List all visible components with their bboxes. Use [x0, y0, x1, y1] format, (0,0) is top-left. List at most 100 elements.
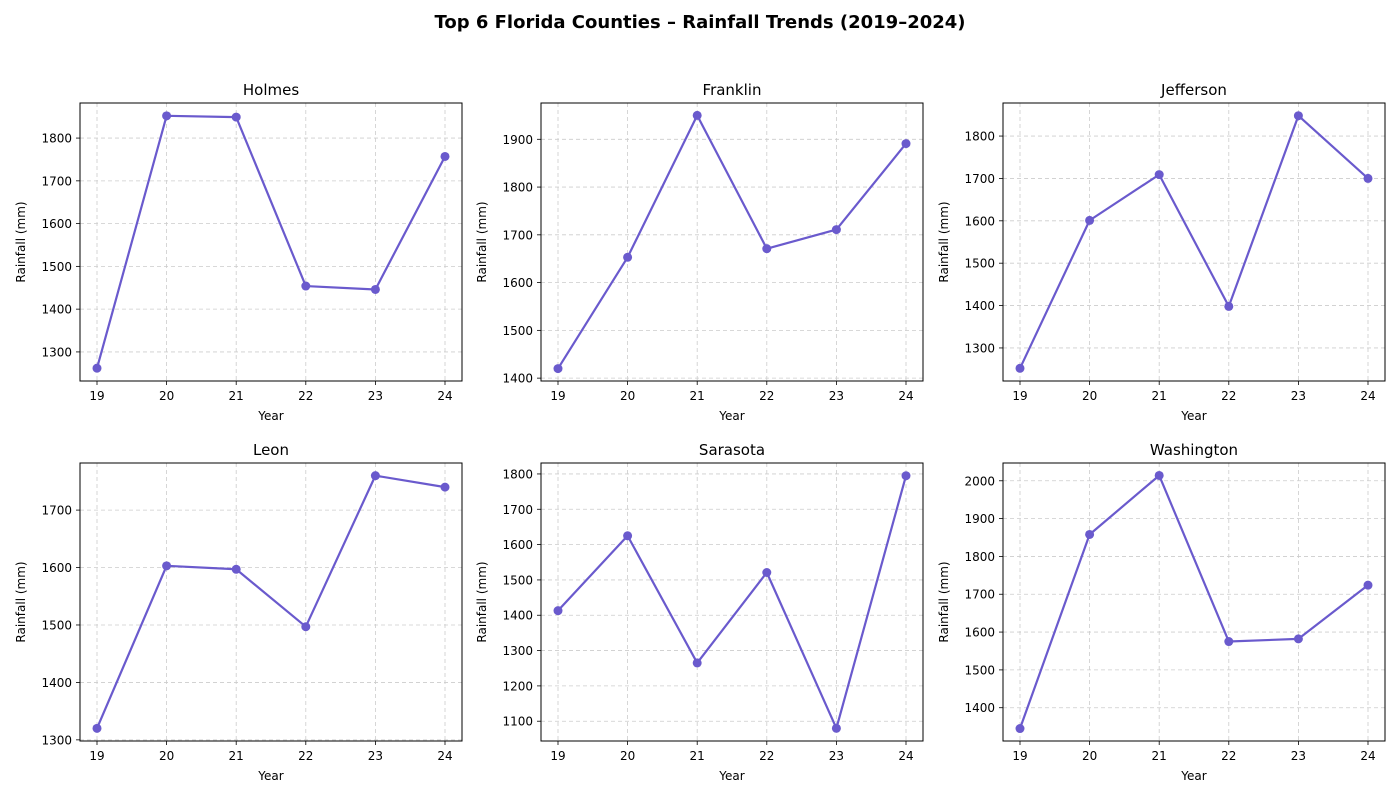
- chart-2-xtick-label-0: 19: [1012, 389, 1027, 403]
- chart-0-ytick-label-3: 1600: [41, 217, 72, 231]
- chart-4-ytick-label-4: 1500: [502, 573, 533, 587]
- chart-1-xlabel: Year: [718, 409, 744, 423]
- chart-5-xtick-label-0: 19: [1012, 749, 1027, 763]
- figure-title: Top 6 Florida Counties – Rainfall Trends…: [434, 12, 966, 33]
- chart-5-title: Washington: [1150, 441, 1238, 459]
- chart-1-point-3: [762, 244, 772, 254]
- chart-0-xtick-label-0: 19: [89, 389, 104, 403]
- chart-1-point-0: [553, 364, 563, 374]
- chart-0-point-5: [440, 151, 450, 161]
- chart-1-xtick-label-3: 22: [759, 389, 774, 403]
- chart-0-panel: 19 20 21 22 23 24 1300 1400 1500 1600 1700 1800 Holm…: [14, 81, 463, 423]
- chart-3-point-3: [301, 622, 311, 632]
- chart-1-series-line: [557, 114, 907, 370]
- chart-3-ytick-label-1: 1400: [41, 676, 72, 690]
- chart-0-ytick-label-1: 1400: [41, 303, 72, 317]
- chart-1-ylabel: Rainfall (mm): [475, 201, 489, 282]
- chart-3-point-4: [370, 471, 380, 481]
- chart-2-point-5: [1363, 173, 1373, 183]
- chart-2-panel: 19 20 21 22 23 24 1300 1400 1500 1600 1700 1800 Jeff…: [937, 81, 1386, 423]
- chart-2-ytick-label-2: 1500: [964, 257, 995, 271]
- chart-3-xtick-label-4: 23: [368, 749, 383, 763]
- chart-1-ytick-label-0: 1400: [502, 372, 533, 386]
- chart-1-ytick-label-5: 1900: [502, 133, 533, 147]
- chart-3-xtick-label-3: 22: [298, 749, 313, 763]
- chart-2-point-3: [1224, 301, 1234, 311]
- chart-5-ytick-label-4: 1800: [964, 550, 995, 564]
- chart-3-axes-frame: [79, 462, 463, 742]
- chart-0-xtick-label-5: 24: [437, 389, 452, 403]
- chart-5-point-2: [1154, 470, 1164, 480]
- chart-4-xtick-label-4: 23: [829, 749, 844, 763]
- chart-3-ytick-label-0: 1300: [41, 733, 72, 747]
- chart-3-xlabel: Year: [257, 769, 283, 783]
- chart-2-ylabel: Rainfall (mm): [937, 201, 951, 282]
- chart-0-axes-frame: [79, 102, 463, 382]
- chart-1-point-1: [623, 252, 633, 262]
- chart-3-point-5: [440, 482, 450, 492]
- chart-4-xtick-label-5: 24: [898, 749, 913, 763]
- chart-0-ytick-label-5: 1800: [41, 132, 72, 146]
- chart-4-xtick-label-3: 22: [759, 749, 774, 763]
- chart-5-xtick-label-1: 20: [1082, 749, 1097, 763]
- chart-1-xtick-label-0: 19: [550, 389, 565, 403]
- chart-2-axes-frame: [1002, 102, 1386, 382]
- chart-3-xtick-label-5: 24: [437, 749, 452, 763]
- chart-3-xtick-label-2: 21: [229, 749, 244, 763]
- chart-0-point-2: [231, 112, 241, 122]
- chart-4-point-0: [553, 606, 563, 616]
- chart-0-ytick-label-2: 1500: [41, 260, 72, 274]
- chart-2-point-4: [1293, 111, 1303, 121]
- chart-1-point-2: [692, 110, 702, 120]
- chart-0-ytick-label-4: 1700: [41, 174, 72, 188]
- chart-4-point-4: [831, 723, 841, 733]
- chart-4-panel: 19 20 21 22 23 24 1100 1200 1300 1400 1500 1600 1700…: [475, 441, 924, 783]
- chart-1-xtick-label-5: 24: [898, 389, 913, 403]
- chart-0-point-1: [162, 111, 172, 121]
- chart-1-axes-frame: [540, 102, 924, 382]
- chart-5-ytick-label-1: 1500: [964, 663, 995, 677]
- chart-2-ytick-label-3: 1600: [964, 214, 995, 228]
- chart-5-point-0: [1015, 724, 1025, 734]
- chart-3-title: Leon: [253, 441, 289, 459]
- chart-4-series-line: [557, 475, 908, 730]
- chart-0-ylabel: Rainfall (mm): [14, 201, 28, 282]
- chart-4-ytick-label-7: 1800: [502, 467, 533, 481]
- chart-4-xtick-label-0: 19: [550, 749, 565, 763]
- chart-3-series-line: [95, 474, 446, 729]
- chart-3-ytick-label-4: 1700: [41, 504, 72, 518]
- chart-0-xtick-label-1: 20: [159, 389, 174, 403]
- chart-2-xtick-label-3: 22: [1221, 389, 1236, 403]
- chart-0-xlabel: Year: [257, 409, 283, 423]
- chart-3-point-1: [162, 561, 172, 571]
- chart-0-xtick-label-3: 22: [298, 389, 313, 403]
- chart-4-ytick-label-3: 1400: [502, 609, 533, 623]
- chart-2-series-line: [1019, 114, 1369, 369]
- chart-4-ytick-label-1: 1200: [502, 679, 533, 693]
- chart-0-point-0: [92, 363, 102, 373]
- chart-3-xtick-label-1: 20: [159, 749, 174, 763]
- chart-2-xtick-label-2: 21: [1152, 389, 1167, 403]
- chart-0-ytick-label-0: 1300: [41, 345, 72, 359]
- chart-5-axes-frame: [1002, 462, 1386, 742]
- chart-3-point-0: [92, 723, 102, 733]
- chart-2-ytick-label-4: 1700: [964, 172, 995, 186]
- chart-4-point-2: [692, 658, 702, 668]
- chart-1-point-4: [831, 225, 841, 235]
- chart-5-xtick-label-5: 24: [1360, 749, 1375, 763]
- chart-5-xtick-label-4: 23: [1291, 749, 1306, 763]
- chart-5-ytick-label-6: 2000: [964, 474, 995, 488]
- chart-2-ytick-label-1: 1400: [964, 299, 995, 313]
- chart-2-title: Jefferson: [1160, 81, 1227, 99]
- chart-2-xlabel: Year: [1180, 409, 1206, 423]
- chart-3-ytick-label-2: 1500: [41, 618, 72, 632]
- chart-3-xtick-label-0: 19: [89, 749, 104, 763]
- chart-3-ytick-label-3: 1600: [41, 561, 72, 575]
- chart-5-xtick-label-2: 21: [1152, 749, 1167, 763]
- chart-2-ytick-label-5: 1800: [964, 130, 995, 144]
- chart-5-xlabel: Year: [1180, 769, 1206, 783]
- chart-4-axes-frame: [540, 462, 924, 742]
- chart-5-ytick-label-2: 1600: [964, 626, 995, 640]
- chart-1-xtick-label-1: 20: [620, 389, 635, 403]
- chart-5-series-line: [1018, 474, 1369, 729]
